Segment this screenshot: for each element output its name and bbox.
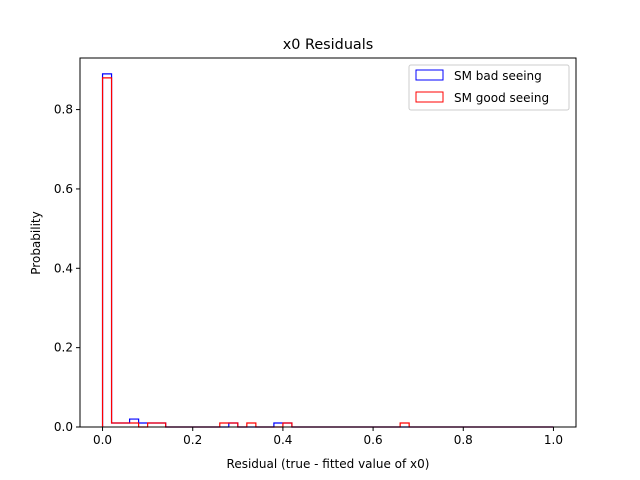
x-tick-label: 1.0 xyxy=(544,433,563,447)
x-tick-label: 0.8 xyxy=(454,433,473,447)
legend-swatch-bad-seeing xyxy=(415,69,444,81)
legend: SM bad seeing SM good seeing xyxy=(408,64,570,111)
y-axis-label: Probability xyxy=(29,211,43,274)
x-tick-label: 0.6 xyxy=(364,433,383,447)
plot-frame xyxy=(79,57,577,428)
legend-swatch-good-seeing xyxy=(415,91,444,103)
legend-box xyxy=(408,64,570,111)
y-tick-label: 0.0 xyxy=(54,420,73,434)
tick-layer: 0.0 0.2 0.4 0.6 0.8 1.0 0.0 0.2 0.4 0.6 0.8 xyxy=(54,103,563,447)
y-tick-label: 0.2 xyxy=(54,341,73,355)
chart-title: x0 Residuals xyxy=(283,37,374,53)
y-tick-label: 0.4 xyxy=(54,261,73,275)
legend-label-good-seeing: SM good seeing xyxy=(454,91,549,105)
x-tick-label: 0.2 xyxy=(183,433,202,447)
y-tick-label: 0.6 xyxy=(54,182,73,196)
x-tick-label: 0.4 xyxy=(273,433,292,447)
x-tick-label: 0.0 xyxy=(93,433,112,447)
y-tick-label: 0.8 xyxy=(54,103,73,117)
legend-label-bad-seeing: SM bad seeing xyxy=(454,69,542,83)
x-axis-label: Residual (true - fitted value of x0) xyxy=(227,457,430,471)
